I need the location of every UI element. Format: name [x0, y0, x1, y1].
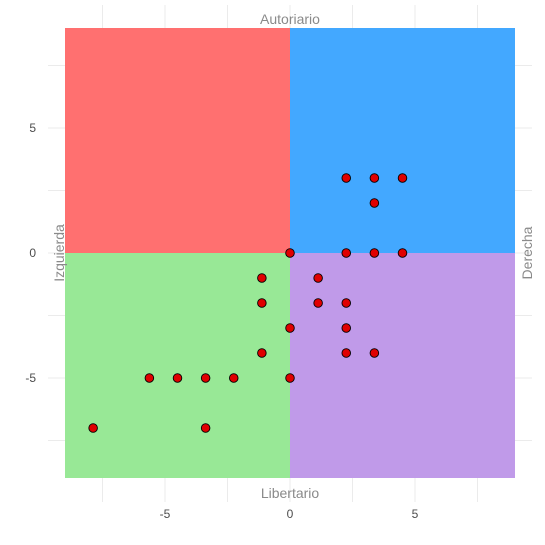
- quadrant-bottom-left: [65, 253, 290, 478]
- quadrant-bottom-right: [290, 253, 515, 478]
- data-point: [285, 248, 295, 258]
- data-point: [369, 173, 380, 183]
- data-point: [313, 298, 323, 308]
- x-tick-label: -5: [160, 507, 171, 521]
- data-point: [397, 248, 408, 258]
- label-right: Derecha: [519, 226, 535, 279]
- data-point: [285, 373, 295, 383]
- label-bottom: Libertario: [261, 485, 320, 501]
- label-left: Izquierda: [51, 224, 67, 282]
- quadrant-top-left: [65, 28, 290, 253]
- data-point: [341, 323, 352, 333]
- label-top: Autoriario: [260, 11, 320, 27]
- y-tick-label: -5: [25, 371, 36, 385]
- data-point: [341, 248, 352, 258]
- axis-ticks: -5 0 5 5 0 -5: [25, 121, 418, 521]
- data-point: [341, 298, 352, 308]
- data-point: [88, 423, 98, 433]
- data-point: [200, 423, 211, 433]
- data-point: [341, 173, 352, 183]
- quadrant-top-right: [290, 28, 515, 253]
- data-point: [369, 248, 380, 258]
- data-point: [257, 273, 267, 283]
- data-point: [257, 298, 267, 308]
- quadrants: [65, 28, 515, 478]
- data-point: [397, 173, 408, 183]
- data-point: [369, 348, 380, 358]
- data-point: [172, 373, 183, 383]
- y-tick-label: 5: [29, 121, 36, 135]
- x-tick-label: 5: [412, 507, 419, 521]
- data-points: [88, 173, 408, 433]
- data-point: [228, 373, 239, 383]
- x-tick-label: 0: [287, 507, 294, 521]
- data-point: [341, 348, 352, 358]
- data-point: [144, 373, 155, 383]
- data-point: [313, 273, 323, 283]
- y-tick-label: 0: [29, 246, 36, 260]
- data-point: [257, 348, 267, 358]
- data-point: [200, 373, 211, 383]
- data-point: [285, 323, 295, 333]
- data-point: [369, 198, 380, 208]
